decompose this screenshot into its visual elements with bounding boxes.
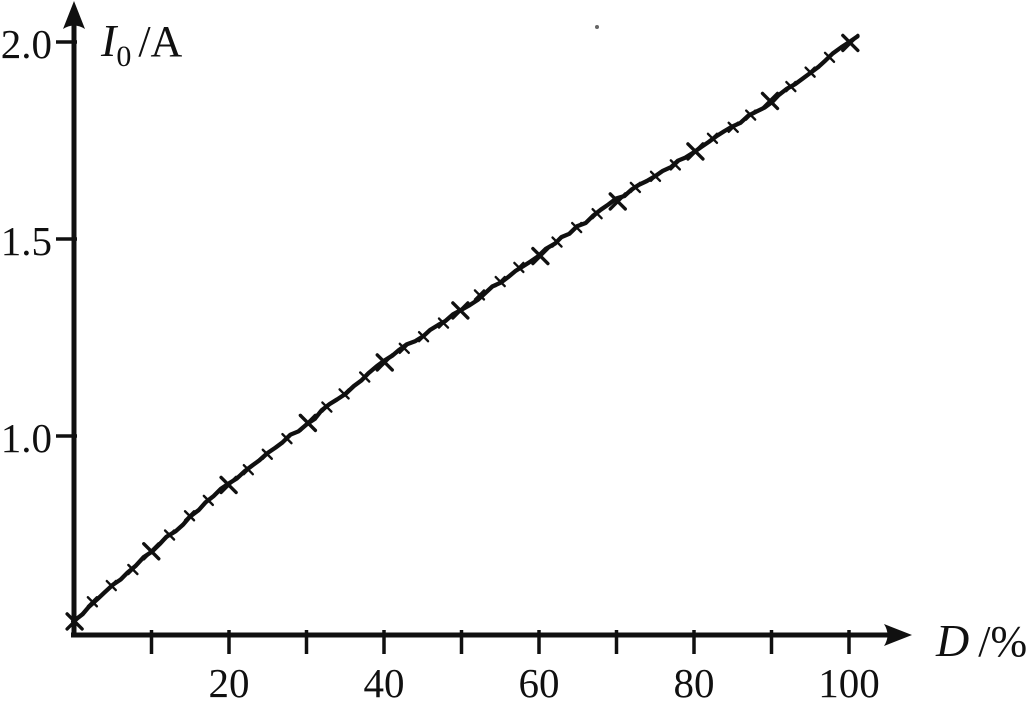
data-marker xyxy=(242,463,255,476)
data-marker xyxy=(591,207,603,220)
y-axis-subscript: 0 xyxy=(116,40,131,73)
data-marker xyxy=(649,170,662,183)
data-marker xyxy=(127,563,139,576)
x-axis-title: D/% xyxy=(935,615,1027,666)
scan-speck xyxy=(595,25,599,29)
data-marker xyxy=(398,342,410,355)
data-marker xyxy=(65,612,84,631)
data-marker xyxy=(163,529,176,541)
data-marker xyxy=(298,413,318,433)
data-marker xyxy=(321,401,333,413)
data-marker xyxy=(142,542,161,561)
data-marker xyxy=(513,261,525,274)
x-axis-symbol: D xyxy=(935,615,969,666)
data-marker xyxy=(823,51,836,64)
data-marker xyxy=(105,579,117,592)
data-marker xyxy=(494,275,506,288)
data-marker xyxy=(261,448,273,460)
data-marker xyxy=(629,181,642,194)
y-axis-symbol: I xyxy=(100,15,119,66)
y-tick-label: 2.0 xyxy=(1,21,52,67)
data-marker xyxy=(669,159,682,171)
data-marker xyxy=(551,236,563,248)
y-axis-arrowhead-icon xyxy=(63,1,85,29)
x-tick-label: 100 xyxy=(818,660,880,706)
x-tick-label: 60 xyxy=(519,660,560,706)
data-curve xyxy=(70,34,860,624)
data-marker xyxy=(760,91,780,111)
data-marker xyxy=(359,371,371,383)
y-axis-unit: /A xyxy=(138,17,182,66)
data-marker xyxy=(281,432,293,445)
data-marker xyxy=(608,192,627,211)
data-marker xyxy=(804,66,816,78)
x-axis-unit: /% xyxy=(978,617,1027,666)
y-tick-label: 1.5 xyxy=(1,218,52,264)
data-marker xyxy=(183,510,196,522)
x-tick-label: 40 xyxy=(364,660,405,706)
data-marker xyxy=(451,301,470,320)
data-marker xyxy=(338,388,350,400)
x-axis-arrowhead-icon xyxy=(884,624,912,646)
ticks-layer xyxy=(56,40,851,654)
labels-layer: 20 40 60 80 100 1.0 1.5 2.0 xyxy=(1,21,880,706)
data-marker xyxy=(841,33,860,53)
data-marker xyxy=(686,142,705,161)
data-marker xyxy=(531,246,550,266)
y-tick-label: 1.0 xyxy=(1,415,52,461)
x-tick-label: 80 xyxy=(674,660,715,706)
data-marker xyxy=(744,109,757,121)
axes-layer xyxy=(63,1,912,646)
data-marker xyxy=(437,317,450,329)
data-marker xyxy=(202,494,215,507)
data-marker xyxy=(570,221,583,234)
data-marker xyxy=(86,596,99,608)
data-marker xyxy=(219,475,238,495)
x-tick-label: 20 xyxy=(209,660,250,706)
y-axis-title: I0/A xyxy=(100,15,183,73)
data-marker xyxy=(706,132,719,145)
data-marker xyxy=(473,289,486,301)
data-marker xyxy=(375,353,394,372)
curve-layer xyxy=(65,33,860,631)
data-marker xyxy=(417,330,430,343)
data-marker xyxy=(727,121,739,134)
data-marker xyxy=(785,80,797,93)
